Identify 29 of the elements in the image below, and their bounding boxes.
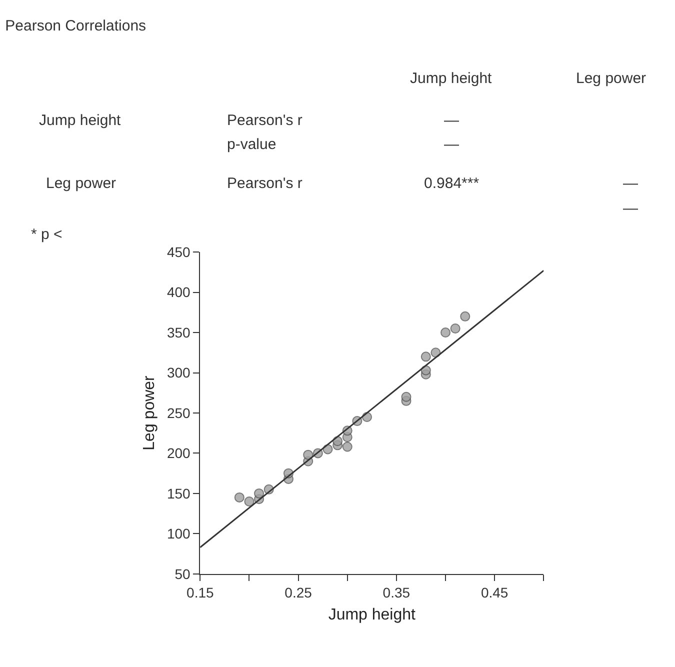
y-tick-label: 350 bbox=[166, 324, 191, 340]
y-tick-label: 450 bbox=[166, 244, 191, 260]
y-tick-label: 300 bbox=[166, 364, 191, 381]
text: — bbox=[444, 136, 459, 153]
y-tick-label: 250 bbox=[166, 404, 191, 421]
y-tick-label: 100 bbox=[166, 526, 191, 542]
text: Pearson's r bbox=[227, 175, 302, 192]
text: — bbox=[444, 112, 459, 129]
text: Jump height bbox=[39, 112, 122, 129]
y-tick-label: 200 bbox=[166, 445, 191, 462]
text: — bbox=[623, 175, 638, 192]
text: Leg power bbox=[46, 175, 116, 192]
text: p-value bbox=[227, 136, 276, 153]
y-axis-title: Leg power bbox=[140, 374, 158, 450]
text: Jump height bbox=[410, 70, 493, 87]
x-tick-label: 0.25 bbox=[284, 584, 312, 601]
text: Pearson's r bbox=[227, 112, 302, 129]
text: 0.984*** bbox=[424, 175, 480, 192]
text: Pearson Correlations bbox=[5, 17, 146, 34]
text: — bbox=[623, 200, 638, 217]
y-tick-label: 50 bbox=[174, 566, 191, 582]
x-tick-label: 0.35 bbox=[382, 584, 410, 601]
x-tick-label: 0.15 bbox=[186, 584, 214, 601]
y-tick-label: 150 bbox=[166, 485, 191, 502]
x-tick-label: 0.45 bbox=[480, 584, 508, 601]
text: Leg power bbox=[576, 70, 646, 87]
y-tick-label: 400 bbox=[166, 284, 191, 300]
x-axis-title: Jump height bbox=[328, 606, 416, 624]
text: * p < bbox=[31, 226, 63, 243]
